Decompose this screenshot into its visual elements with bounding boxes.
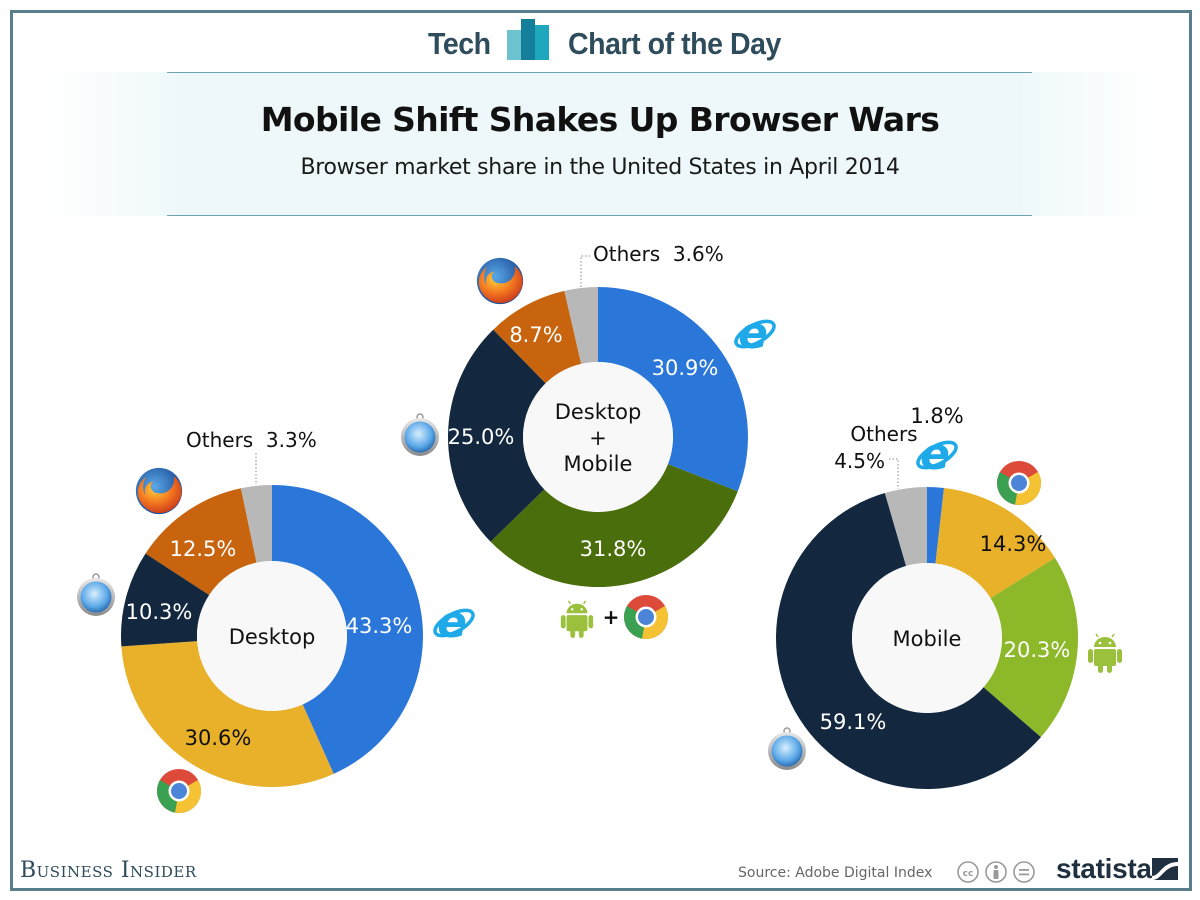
donut-desktop-mobile: Desktop+Mobile30.9%31.8%25.0%8.7%Others … (400, 242, 780, 639)
slice-internet-explorer (272, 485, 423, 774)
slice-chrome (935, 487, 1055, 599)
value-label-internet-explorer: 43.3% (346, 614, 413, 638)
license-icons: cc (957, 861, 1035, 883)
center-label: Mobile (893, 627, 962, 651)
value-label-safari: 10.3% (126, 600, 193, 624)
brand-tech-label: Tech (428, 26, 491, 61)
android-icon (1087, 633, 1123, 674)
others-label: Others 3.3% (186, 428, 317, 452)
business-insider-logo: Business Insider (20, 858, 197, 883)
firefox-icon (135, 467, 183, 515)
cc-icon: cc (957, 861, 979, 883)
bar-chart-logo-icon (507, 19, 549, 60)
internet-explorer-icon (912, 427, 962, 482)
donut-mobile: Mobile 1.8% 14.3% 20.3% 59.1% Others 4.5% (767, 404, 1123, 790)
safari-icon (76, 573, 116, 617)
value-label-internet-explorer: 1.8% (910, 404, 963, 428)
slice-others (884, 487, 927, 566)
slice-chrome (121, 641, 334, 787)
chrome-icon (997, 461, 1041, 505)
center-label: Mobile (564, 452, 633, 476)
brand-chart-of-the-day-label: Chart of the Day (568, 26, 781, 61)
safari-icon (767, 727, 807, 771)
others-leader-line (580, 255, 590, 287)
safari-icon (400, 413, 440, 457)
brand-header: Tech Chart of the Day (0, 26, 1200, 66)
center-label: + (589, 426, 607, 450)
value-label-chrome: 30.6% (185, 726, 252, 750)
slice-others (240, 485, 272, 563)
value-label-safari: 59.1% (820, 710, 887, 734)
chart-title: Mobile Shift Shakes Up Browser Wars (260, 100, 940, 139)
slice-firefox (493, 290, 582, 384)
others-label: Others 3.6% (593, 242, 724, 266)
title-band-bottom-rule (167, 215, 1032, 216)
donut-center (197, 561, 347, 711)
plus-sign: + (603, 605, 620, 629)
center-label: Desktop (555, 400, 642, 424)
slice-safari (121, 553, 210, 647)
value-label-android: 20.3% (1004, 638, 1071, 662)
android-plus-chrome-icon: + (560, 595, 668, 639)
slice-safari (448, 329, 546, 542)
title-band (50, 72, 1150, 216)
title-band-top-rule (167, 72, 1032, 73)
slice-android (983, 557, 1078, 738)
others-label: Others (850, 422, 917, 446)
chart-subtitle: Browser market share in the United State… (300, 155, 900, 180)
value-label-chrome: 14.3% (980, 532, 1047, 556)
others-value-label: 4.5% (834, 449, 885, 473)
chart-frame (10, 10, 1192, 891)
internet-explorer-icon (429, 595, 479, 650)
value-label-internet-explorer: 30.9% (652, 356, 719, 380)
statista-logo-text: statista (1056, 853, 1152, 884)
slice-firefox (145, 488, 257, 596)
value-label-firefox: 12.5% (170, 537, 237, 561)
chrome-icon (624, 595, 668, 639)
center-label: Desktop (229, 625, 316, 649)
slice-internet-explorer (927, 487, 945, 564)
attribution-icon (985, 861, 1007, 883)
svg-text:cc: cc (963, 869, 974, 879)
internet-explorer-icon (730, 306, 780, 361)
slice-internet-explorer (598, 287, 749, 492)
slice-safari (776, 492, 1041, 790)
firefox-icon (476, 257, 524, 305)
slice-android-chrome (490, 464, 738, 587)
value-label-android-chrome: 31.8% (580, 537, 647, 561)
android-icon (560, 600, 594, 639)
donut-desktop: Desktop 43.3% 30.6% 10.3% 12.5% Others 3.3% (76, 428, 479, 813)
no-derivatives-icon (1013, 861, 1035, 883)
others-leader-line (889, 458, 899, 489)
source-note: Source: Adobe Digital Index (738, 865, 933, 881)
donut-center (523, 362, 673, 512)
statista-logo-icon (1152, 858, 1178, 880)
donut-center (852, 563, 1002, 713)
slice-others (564, 287, 598, 364)
chrome-icon (157, 769, 201, 813)
value-label-firefox: 8.7% (509, 323, 562, 347)
value-label-safari: 25.0% (448, 425, 515, 449)
